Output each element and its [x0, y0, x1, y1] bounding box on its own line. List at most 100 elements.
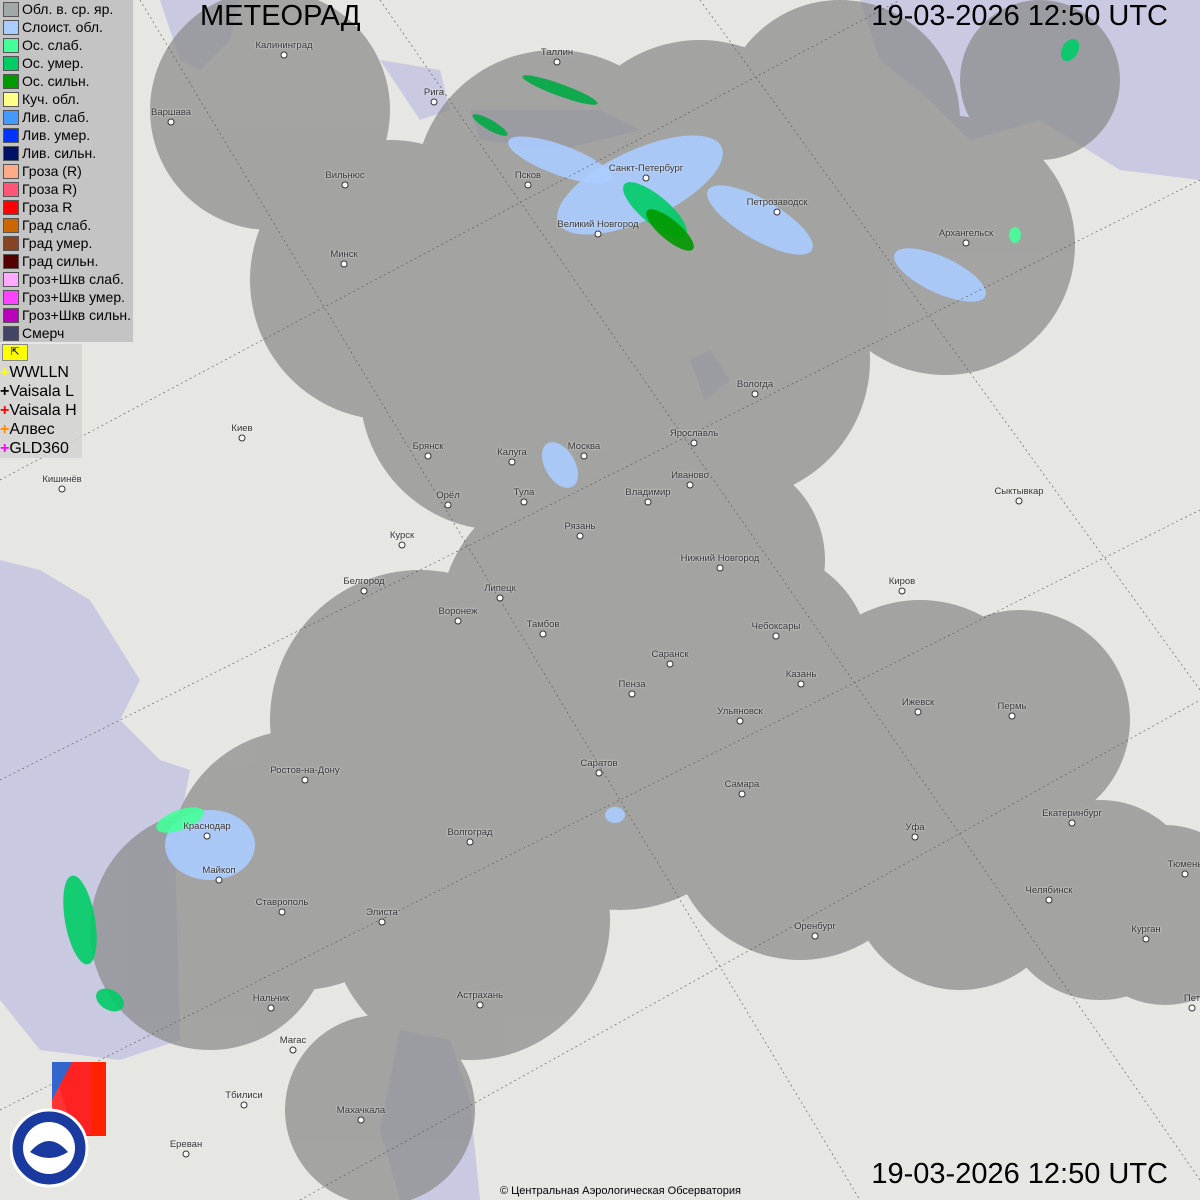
- legend-swatch: [3, 307, 19, 323]
- radar-coverage-circle: [815, 115, 1075, 375]
- city-label: Минск: [330, 249, 358, 260]
- legend-label: Гроза (R): [22, 163, 82, 179]
- city-marker: [289, 1046, 297, 1054]
- legend-swatch: [3, 217, 19, 233]
- city-label: Брянск: [412, 441, 444, 452]
- city-label: Нижний Новгород: [680, 553, 760, 564]
- legend-item: Смерч: [0, 324, 133, 342]
- city-label: Майкоп: [202, 865, 236, 876]
- city-label: Самара: [724, 779, 760, 790]
- legend-item: Лив. сильн.: [0, 144, 133, 162]
- city-marker: [444, 501, 452, 509]
- city-marker: [690, 439, 698, 447]
- city-label: Рязань: [564, 521, 596, 532]
- city-marker: [539, 630, 547, 638]
- legend-label: Гроза R: [22, 199, 73, 215]
- city-label: Ереван: [169, 1139, 203, 1150]
- city-label: Варшава: [150, 107, 192, 118]
- city-label: Ульяновск: [717, 706, 763, 717]
- legend-label: Град умер.: [22, 235, 93, 251]
- lightning-toggle-button[interactable]: ⇱: [2, 344, 28, 361]
- city-label: Тюмень: [1167, 859, 1200, 870]
- city-marker: [280, 51, 288, 59]
- city-marker: [580, 452, 588, 460]
- legend-item: Гроз+Шкв сильн.: [0, 306, 133, 324]
- city-label: Казань: [785, 669, 817, 680]
- city-label: Рига: [423, 87, 445, 98]
- city-label: Уфа: [905, 822, 925, 833]
- city-marker: [1045, 896, 1053, 904]
- city-marker: [1068, 819, 1076, 827]
- legend-item: Гроз+Шкв слаб.: [0, 270, 133, 288]
- city-marker: [524, 181, 532, 189]
- lightning-label: Vaisala H: [9, 402, 77, 419]
- city-label: Тамбов: [526, 619, 560, 630]
- city-marker: [496, 594, 504, 602]
- city-marker: [553, 58, 561, 66]
- legend-swatch: [3, 73, 19, 89]
- city-label: Вильнюс: [325, 170, 365, 181]
- legend-label: Куч. обл.: [22, 91, 80, 107]
- city-label: Петрозаводск: [746, 197, 808, 208]
- lightning-label: GLD360: [9, 440, 69, 457]
- city-label: Псков: [514, 170, 542, 181]
- precip-legend: Обл. в. ср. яр. Слоист. обл. Ос. слаб. Ос. …: [0, 0, 133, 342]
- city-marker: [644, 498, 652, 506]
- city-marker: [773, 208, 781, 216]
- city-marker: [898, 587, 906, 595]
- city-marker: [182, 1150, 190, 1158]
- city-label: Кишинёв: [42, 474, 82, 485]
- city-label: Екатеринбург: [1042, 808, 1102, 819]
- city-marker: [911, 833, 919, 841]
- copyright: © Центральная Аэрологическая Обсерватори…: [500, 1185, 741, 1197]
- legend-item: Ос. сильн.: [0, 72, 133, 90]
- city-label: Москва: [567, 441, 601, 452]
- city-label: Вологда: [736, 379, 774, 390]
- legend-label: Лив. умер.: [22, 127, 91, 143]
- legend-item: Ос. слаб.: [0, 36, 133, 54]
- roshydromet-logo: [10, 1062, 106, 1188]
- precip-area: [508, 136, 612, 184]
- legend-item: Обл. в. ср. яр.: [0, 0, 133, 18]
- city-label: Ярославль: [669, 428, 719, 439]
- city-label: Великий Новгород: [557, 219, 639, 230]
- legend-swatch: [3, 19, 19, 35]
- city-label: Чебоксары: [751, 621, 801, 632]
- precip-area: [522, 75, 598, 105]
- page-title: МЕТЕОРАД: [200, 0, 361, 32]
- legend-label: Гроз+Шкв сильн.: [22, 307, 131, 323]
- lightning-label: Vaisala L: [9, 383, 74, 400]
- legend-label: Гроза R): [22, 181, 78, 197]
- lightning-label: Алвес: [9, 421, 55, 438]
- legend-item: Гроза R: [0, 198, 133, 216]
- legend-item: Гроза R): [0, 180, 133, 198]
- legend-swatch: [3, 199, 19, 215]
- city-label: Астрахань: [456, 990, 504, 1001]
- legend-swatch: [3, 235, 19, 251]
- city-marker: [666, 660, 674, 668]
- lightning-item: +Vaisala H: [0, 401, 82, 420]
- city-marker: [466, 838, 474, 846]
- legend-swatch: [3, 55, 19, 71]
- city-label: Липецк: [484, 583, 516, 594]
- radar-coverage-circle: [90, 810, 330, 1050]
- legend-swatch: [3, 289, 19, 305]
- city-label: Нальчик: [252, 993, 290, 1004]
- city-marker: [1188, 1004, 1196, 1012]
- precip-area: [707, 185, 813, 255]
- city-label: Санкт-Петербург: [608, 163, 684, 174]
- city-label: Киев: [231, 423, 253, 434]
- timestamp-bottom: 19-03-2026 12:50 UTC: [871, 1158, 1168, 1190]
- city-marker: [278, 908, 286, 916]
- legend-label: Ос. умер.: [22, 55, 84, 71]
- city-marker: [797, 680, 805, 688]
- legend-swatch: [3, 109, 19, 125]
- legend-item: Лив. умер.: [0, 126, 133, 144]
- legend-swatch: [3, 145, 19, 161]
- city-marker: [736, 717, 744, 725]
- city-marker: [628, 690, 636, 698]
- lightning-item: +Vaisala L: [0, 382, 82, 401]
- city-marker: [716, 564, 724, 572]
